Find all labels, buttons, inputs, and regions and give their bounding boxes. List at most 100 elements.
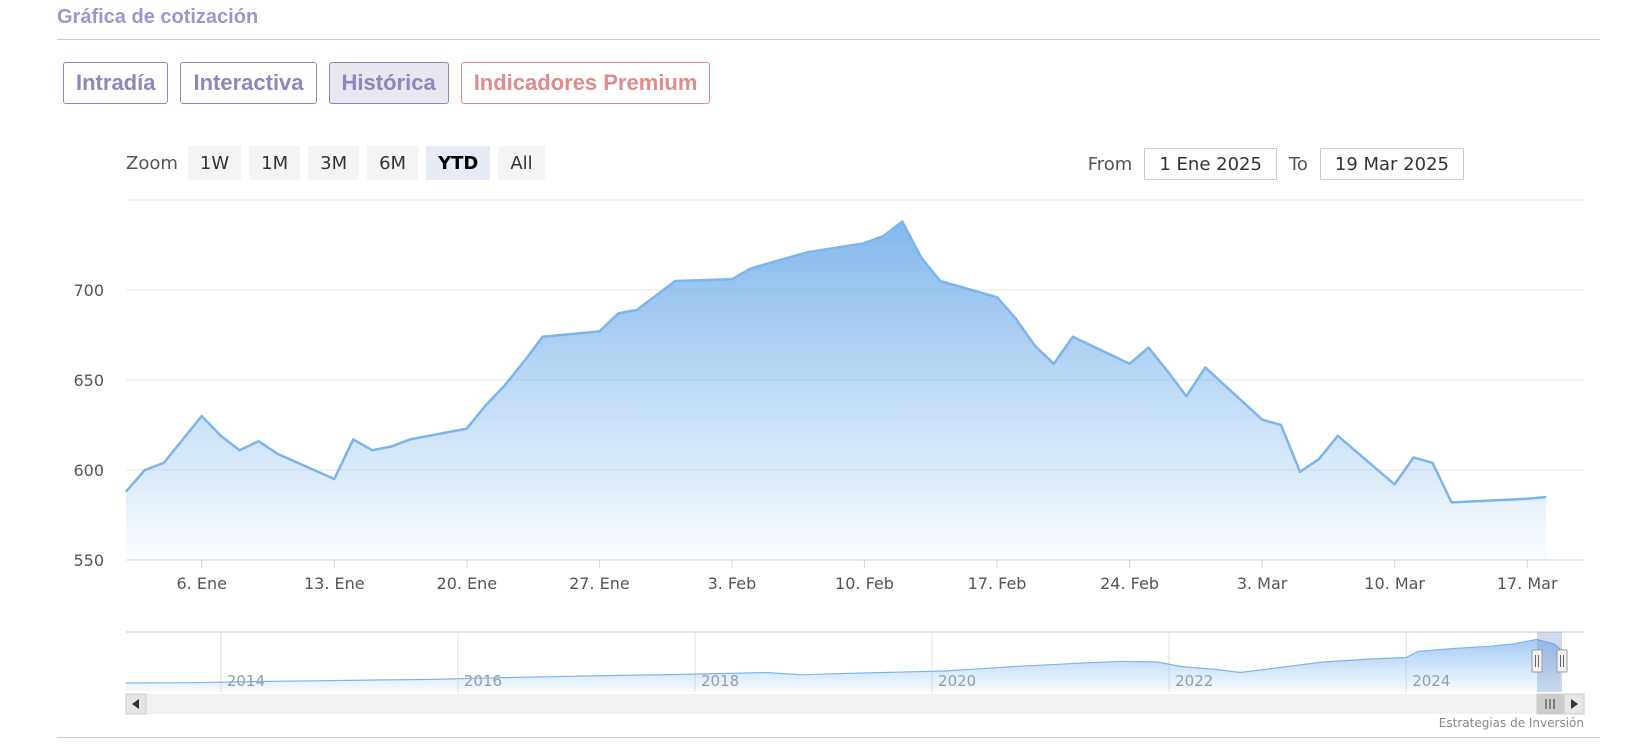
price-point <box>1147 347 1149 349</box>
x-tick-label: 3. Mar <box>1237 574 1288 593</box>
price-area <box>126 221 1547 560</box>
zoom-all-button[interactable]: All <box>498 146 545 180</box>
price-point <box>220 435 222 437</box>
scrollbar-thumb[interactable] <box>1536 693 1565 715</box>
price-point <box>239 449 241 451</box>
price-point <box>1261 419 1263 421</box>
x-tick-label: 20. Ene <box>437 574 498 593</box>
from-date-input[interactable]: 1 Ene 2025 <box>1144 148 1277 180</box>
section-title: Gráfica de cotización <box>57 6 259 28</box>
navigator-line <box>125 638 1561 684</box>
y-tick-label: 600 <box>73 461 104 480</box>
price-point <box>1166 370 1168 372</box>
price-point <box>163 462 165 464</box>
price-line <box>125 220 1547 504</box>
price-point <box>352 438 354 440</box>
price-point <box>1413 456 1415 458</box>
x-tick-label: 27. Ene <box>569 574 630 593</box>
y-tick-label: 550 <box>73 551 104 570</box>
zoom-6m-button[interactable]: 6M <box>367 146 419 180</box>
y-tick-label: 700 <box>73 281 104 300</box>
zoom-label: Zoom <box>126 152 178 174</box>
price-point <box>788 257 790 259</box>
navigator-area <box>126 639 1561 692</box>
x-tick-label: 13. Ene <box>304 574 365 593</box>
price-point <box>1432 462 1434 464</box>
zoom-selector: Zoom 1W 1M 3M 6M YTD All <box>126 146 545 180</box>
price-point <box>901 221 903 223</box>
title-divider <box>57 39 1600 40</box>
price-point <box>1526 498 1528 500</box>
y-tick-label: 650 <box>73 371 104 390</box>
price-point <box>1015 318 1017 320</box>
scroll-right-button[interactable] <box>1563 693 1585 715</box>
arrow-right-icon <box>1571 699 1578 709</box>
price-point <box>466 428 468 430</box>
price-point <box>1034 345 1036 347</box>
price-point <box>144 469 146 471</box>
price-point <box>636 309 638 311</box>
price-point <box>1129 363 1131 365</box>
price-point <box>1280 424 1282 426</box>
to-date-input[interactable]: 19 Mar 2025 <box>1319 148 1464 180</box>
price-point <box>1545 496 1547 498</box>
price-point <box>1394 483 1396 485</box>
scroll-left-button[interactable] <box>125 693 147 715</box>
tab-indicadores-premium[interactable]: Indicadores Premium <box>460 62 711 104</box>
price-point <box>504 384 506 386</box>
bottom-divider <box>57 737 1600 738</box>
price-point <box>1318 458 1320 460</box>
x-tick-label: 10. Mar <box>1364 574 1425 593</box>
price-point <box>1072 336 1074 338</box>
price-point <box>769 262 771 264</box>
navigator-right-handle[interactable] <box>1556 649 1568 673</box>
price-point <box>390 446 392 448</box>
arrow-left-icon <box>132 699 139 709</box>
price-point <box>258 440 260 442</box>
x-tick-label: 6. Ene <box>177 574 227 593</box>
price-point <box>598 330 600 332</box>
zoom-1m-button[interactable]: 1M <box>249 146 301 180</box>
price-point <box>371 449 373 451</box>
zoom-ytd-button[interactable]: YTD <box>426 146 491 180</box>
price-point <box>807 251 809 253</box>
price-point <box>996 296 998 298</box>
price-point <box>1450 501 1452 503</box>
price-point <box>201 415 203 417</box>
price-point <box>939 280 941 282</box>
price-point <box>882 235 884 237</box>
chart-tabs: Intradía Interactiva Histórica Indicador… <box>63 62 711 104</box>
date-range: From 1 Ene 2025 To 19 Mar 2025 <box>1076 148 1464 180</box>
price-point <box>1204 366 1206 368</box>
price-point <box>542 336 544 338</box>
x-tick-label: 3. Feb <box>708 574 757 593</box>
price-point <box>409 438 411 440</box>
zoom-1w-button[interactable]: 1W <box>187 146 242 180</box>
price-point <box>655 294 657 296</box>
tab-intradia[interactable]: Intradía <box>63 62 169 104</box>
price-point <box>750 267 752 269</box>
to-label: To <box>1288 153 1308 175</box>
zoom-3m-button[interactable]: 3M <box>308 146 360 180</box>
price-point <box>617 312 619 314</box>
x-tick-label: 10. Feb <box>835 574 894 593</box>
scrollbar-track[interactable] <box>126 694 1584 714</box>
tab-interactiva[interactable]: Interactiva <box>180 62 317 104</box>
price-point <box>1299 471 1301 473</box>
price-point <box>125 491 127 493</box>
price-point <box>920 257 922 259</box>
price-point <box>731 278 733 280</box>
navigator-left-handle[interactable] <box>1531 649 1543 673</box>
price-point <box>276 453 278 455</box>
price-point <box>1185 395 1187 397</box>
price-point <box>863 242 865 244</box>
credits-text: Estrategias de Inversión <box>1439 716 1584 730</box>
price-point <box>674 280 676 282</box>
price-point <box>485 404 487 406</box>
x-tick-label: 24. Feb <box>1100 574 1159 593</box>
tab-historica[interactable]: Histórica <box>328 62 449 104</box>
price-point <box>523 361 525 363</box>
from-label: From <box>1087 153 1133 175</box>
price-point <box>333 478 335 480</box>
